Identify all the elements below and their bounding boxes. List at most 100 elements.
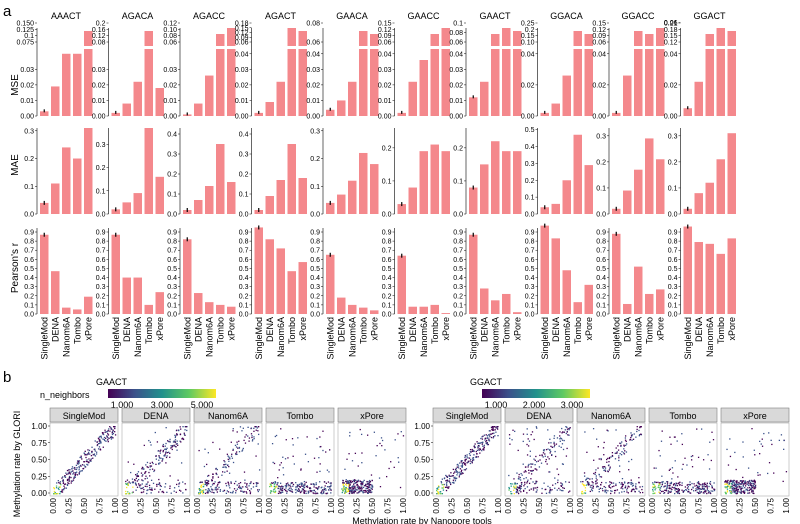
scatter-point	[532, 469, 534, 472]
motif-title: AGACT	[265, 11, 297, 21]
scatter-point	[201, 490, 203, 493]
scatter-point	[273, 485, 276, 488]
scatter-point	[618, 492, 620, 494]
scatter-point	[248, 440, 250, 442]
scatter-point	[733, 484, 735, 486]
scatter-point	[462, 472, 464, 475]
scatter-point	[65, 472, 67, 474]
scatter-point	[247, 488, 249, 490]
scatter-point	[244, 436, 246, 438]
r-tick-label: 0.9	[668, 230, 678, 237]
scatter-point	[133, 463, 135, 465]
scatter-point	[78, 466, 80, 468]
scatter-point	[137, 475, 140, 478]
group-motif-label: GAACT	[96, 377, 128, 387]
scatter-point	[618, 457, 620, 459]
scatter-point	[549, 487, 551, 489]
facet-strip	[337, 407, 407, 423]
scatter-point	[459, 462, 461, 464]
scatter-point	[666, 480, 668, 483]
scatter-point	[728, 483, 730, 486]
scatter-point	[538, 466, 541, 468]
scatter-point	[102, 433, 105, 436]
scatter-point	[486, 435, 489, 437]
category-label: DENA	[193, 317, 203, 342]
y-tick-label: 0.75	[31, 439, 47, 448]
scatter-point	[534, 482, 536, 485]
colorbar-tick-label: 2,000	[523, 400, 546, 410]
scatter-point	[159, 462, 161, 464]
scatter-point	[97, 443, 100, 445]
scatter-point	[729, 438, 731, 440]
scatter-point	[178, 482, 181, 484]
scatter-point	[448, 480, 451, 482]
scatter-point	[152, 482, 155, 485]
r-bar	[408, 306, 417, 314]
scatter-point	[369, 483, 372, 486]
scatter-point	[353, 489, 355, 491]
x-tick-label: 0.00	[265, 497, 274, 513]
mse-top-tick-label: 0.06	[449, 40, 463, 47]
scatter-point	[460, 459, 463, 462]
scatter-point	[323, 488, 325, 491]
mse-bar	[491, 34, 500, 116]
r-bar	[573, 302, 582, 314]
r-tick-label: 0.5	[596, 266, 606, 273]
scatter-point	[140, 472, 143, 474]
scatter-point	[149, 475, 151, 477]
scatter-point	[552, 484, 554, 486]
scatter-point	[670, 481, 673, 484]
scatter-point	[630, 482, 633, 484]
scatter-point	[94, 440, 96, 442]
scatter-point	[169, 456, 171, 458]
scatter-point	[702, 459, 705, 461]
scatter-point	[563, 439, 565, 442]
scatter-point	[677, 491, 679, 494]
scatter-point	[736, 491, 739, 493]
scatter-point	[295, 488, 297, 490]
scatter-point	[488, 434, 491, 436]
scatter-point	[225, 463, 227, 465]
scatter-point	[180, 428, 182, 430]
scatter-point	[291, 489, 293, 491]
scatter-point	[160, 457, 162, 459]
scatter-point	[284, 485, 287, 487]
scatter-point	[369, 491, 371, 493]
scatter-point	[582, 483, 585, 486]
scatter-point	[783, 439, 785, 442]
mae-bar	[73, 158, 82, 214]
scatter-point	[313, 457, 316, 459]
scatter-point	[485, 434, 487, 436]
scatter-point	[235, 490, 237, 492]
scatter-point	[528, 463, 530, 466]
scatter-point	[306, 436, 308, 438]
mae-bar	[694, 193, 703, 214]
facet-points	[436, 426, 499, 495]
scatter-point	[81, 464, 84, 466]
scatter-point	[492, 437, 494, 439]
x-tick-label: 0.50	[296, 497, 305, 513]
category-label: xPore	[83, 317, 93, 341]
scatter-point	[350, 490, 352, 493]
mae-bar	[705, 182, 714, 214]
scatter-point	[733, 479, 735, 482]
scatter-point	[305, 481, 307, 484]
scatter-point	[244, 486, 247, 488]
scatter-point	[64, 476, 67, 478]
scatter-point	[754, 454, 756, 456]
scatter-point	[679, 481, 681, 483]
mae-bar	[40, 202, 49, 214]
scatter-point	[545, 460, 547, 463]
panel-label-a: a	[3, 3, 12, 20]
scatter-point	[353, 480, 356, 483]
r-bar	[716, 253, 725, 314]
scatter-point	[129, 493, 131, 495]
scatter-point	[492, 429, 494, 431]
r-tick-label: 0.5	[382, 266, 392, 273]
scatter-point	[179, 426, 181, 428]
mae-tick-label: 0.3	[24, 128, 34, 135]
scatter-point	[457, 465, 460, 467]
scatter-point	[542, 449, 545, 451]
